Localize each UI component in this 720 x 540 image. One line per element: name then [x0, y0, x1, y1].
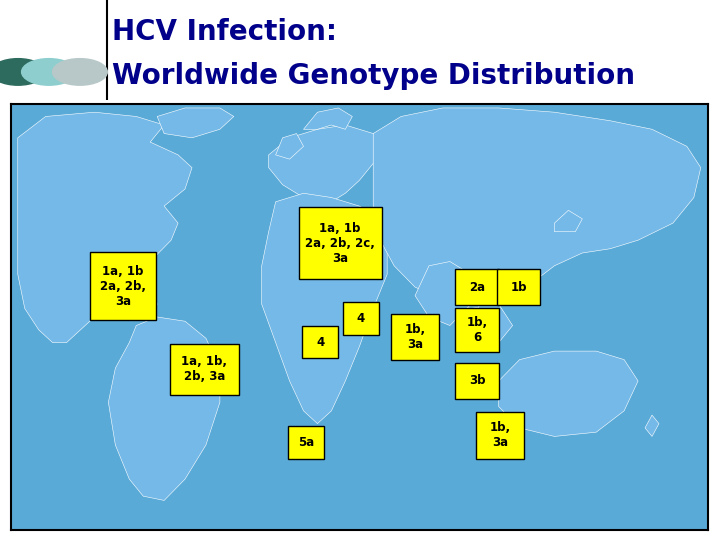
FancyBboxPatch shape — [456, 269, 499, 305]
Ellipse shape — [53, 59, 107, 85]
Ellipse shape — [0, 59, 45, 85]
FancyBboxPatch shape — [343, 302, 379, 335]
Text: 4: 4 — [316, 336, 325, 349]
Text: 5a: 5a — [298, 436, 315, 449]
FancyBboxPatch shape — [498, 269, 541, 305]
Text: 1b,
3a: 1b, 3a — [490, 421, 511, 449]
Text: 1b,
6: 1b, 6 — [467, 316, 487, 344]
Text: 1b: 1b — [510, 281, 527, 294]
FancyBboxPatch shape — [170, 344, 239, 395]
Text: 3b: 3b — [469, 374, 485, 388]
Text: Worldwide Genotype Distribution: Worldwide Genotype Distribution — [112, 62, 634, 90]
FancyBboxPatch shape — [89, 252, 156, 320]
FancyBboxPatch shape — [299, 207, 382, 279]
Text: 1a, 1b,
2b, 3a: 1a, 1b, 2b, 3a — [181, 355, 228, 383]
Ellipse shape — [22, 59, 76, 85]
FancyBboxPatch shape — [477, 412, 524, 458]
Text: 4: 4 — [356, 312, 365, 325]
Text: 1b,
3a: 1b, 3a — [405, 323, 426, 351]
FancyBboxPatch shape — [456, 363, 499, 399]
Text: 2a: 2a — [469, 281, 485, 294]
FancyBboxPatch shape — [456, 308, 499, 352]
Text: HCV Infection:: HCV Infection: — [112, 18, 337, 46]
FancyBboxPatch shape — [302, 326, 338, 359]
FancyBboxPatch shape — [288, 426, 325, 458]
Text: 1a, 1b
2a, 2b, 2c,
3a: 1a, 1b 2a, 2b, 2c, 3a — [305, 222, 375, 265]
Text: 1a, 1b
2a, 2b,
3a: 1a, 1b 2a, 2b, 3a — [100, 265, 146, 308]
FancyBboxPatch shape — [392, 314, 439, 361]
